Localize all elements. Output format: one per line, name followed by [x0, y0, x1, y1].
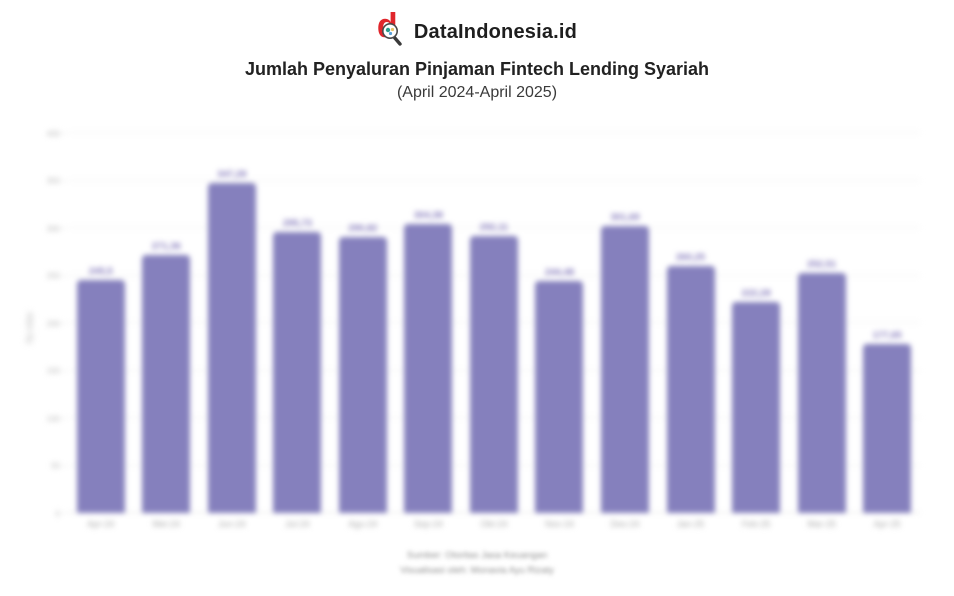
- chart-header: d DataIndonesia.id Jumlah Penyaluran Pin…: [0, 9, 954, 102]
- x-axis-tick-label: Okt-24: [480, 519, 508, 529]
- bar-slot-Sep-24: 304,38 Sep-24: [404, 133, 453, 529]
- gridline-400: [68, 132, 920, 133]
- y-axis-tick-mark: [62, 370, 66, 371]
- bar-value-label: 271,36: [151, 241, 181, 253]
- bar-value-label: 290,82: [348, 222, 378, 234]
- bar-slot-Nov-24: 244,48 Nov-24: [535, 133, 584, 529]
- y-axis-tick-label: 200: [46, 319, 60, 328]
- bar-slot-Feb-25: 222,28 Feb-25: [732, 133, 781, 529]
- x-axis-tick-label: Mar-25: [807, 519, 836, 529]
- bar-slot-Mar-25: 252,51 Mar-25: [797, 133, 846, 529]
- bar-value-label: 260,25: [676, 251, 706, 263]
- x-axis-tick-label: Nov-24: [544, 519, 574, 529]
- bar-value-label: 222,28: [741, 287, 771, 299]
- bar-Apr-24: [76, 279, 125, 513]
- bar-value-label: 304,38: [413, 209, 443, 221]
- bar-Jun-24: [207, 183, 256, 513]
- x-axis-tick-label: Jul-24: [285, 519, 310, 529]
- bar-Mei-24: [142, 255, 191, 513]
- bar-slot-Agu-24: 290,82 Agu-24: [338, 133, 387, 529]
- bar-value-label: 295,73: [282, 218, 312, 230]
- x-axis-tick-label: Des-24: [610, 519, 640, 529]
- y-axis-tick-mark: [62, 227, 66, 229]
- x-axis-tick-label: Feb-25: [741, 519, 771, 529]
- x-axis-tick-label: Apr-25: [873, 519, 901, 529]
- bar-slot-Jul-24: 295,73 Jul-24: [273, 133, 322, 529]
- x-axis-tick-label: Agu-24: [348, 519, 378, 529]
- bar-slot-Apr-25: 177,65 Apr-25: [863, 133, 912, 529]
- y-axis-tick-mark: [62, 465, 66, 466]
- bar-Okt-24: [469, 235, 518, 513]
- y-axis-tick-mark: [62, 275, 66, 276]
- bar-slot-Apr-24: 245,5 Apr-24: [76, 133, 125, 529]
- brand-name: DataIndonesia.id: [413, 20, 578, 43]
- bars-container: 245,5 Apr-24 271,36 Mei-24 347,28 Jun-24 295,7…: [68, 133, 920, 529]
- bar-value-label: 177,65: [872, 330, 902, 342]
- y-axis-tick-label: 250: [46, 271, 60, 281]
- page-subtitle: (April 2024-April 2025): [396, 84, 558, 101]
- y-axis-tick-mark: [62, 180, 66, 181]
- chart-footer: Sumber: Otoritas Jasa Keuangan Visualisa…: [0, 548, 954, 578]
- bar-Mar-25: [797, 273, 846, 513]
- gridline-300: [68, 227, 920, 228]
- bar-Feb-25: [732, 301, 781, 513]
- bar-Apr-25: [863, 344, 912, 513]
- bar-Jul-24: [273, 232, 322, 513]
- y-axis-tick-mark: [62, 322, 66, 324]
- y-axis-tick-label: 350: [46, 176, 60, 186]
- y-axis-tick-label: 150: [46, 366, 60, 376]
- bar-Jan-25: [666, 265, 715, 513]
- bar-slot-Mei-24: 271,36 Mei-24: [142, 133, 191, 529]
- bar-Des-24: [601, 226, 650, 513]
- y-axis-tick-label: 50: [51, 461, 60, 471]
- y-axis-tick-mark: [62, 512, 66, 514]
- y-axis-tick-label: 100: [46, 414, 60, 423]
- y-axis-title: Rp miliar: [25, 311, 35, 344]
- magnifier-d-logo-icon: d: [377, 9, 405, 48]
- bar-value-label: 301,69: [610, 212, 640, 224]
- bar-Sep-24: [404, 223, 453, 513]
- bar-slot-Jun-24: 347,28 Jun-24: [207, 133, 256, 529]
- plot-area: 0 50 100 150 200 250 300 350 400 245,5 Apr-24 271,3…: [47, 129, 920, 529]
- bar-Nov-24: [535, 280, 584, 513]
- x-axis-tick-label: Jun-24: [218, 519, 246, 529]
- x-axis-tick-label: Jan-25: [676, 519, 705, 529]
- credit-line: Visualisasi oleh: Monavia Ayu Rizaty: [400, 565, 554, 576]
- bar-value-label: 244,48: [544, 266, 575, 278]
- y-axis-tick-label: 400: [46, 129, 60, 138]
- bar-value-label: 252,51: [807, 259, 837, 271]
- y-axis-tick-label: 300: [46, 224, 60, 233]
- gridline-350: [68, 179, 920, 181]
- page-title: Jumlah Penyaluran Pinjaman Fintech Lendi…: [244, 59, 710, 79]
- brand-row: d DataIndonesia.id: [0, 9, 954, 50]
- y-axis-tick-mark: [62, 417, 66, 419]
- bar-value-label: 292,11: [479, 221, 509, 233]
- y-axis-tick-label: 0: [55, 509, 60, 518]
- source-line: Sumber: Otoritas Jasa Keuangan: [406, 550, 548, 561]
- x-axis-tick-label: Sep-24: [413, 519, 443, 529]
- y-axis-tick-mark: [62, 132, 66, 134]
- bar-slot-Okt-24: 292,11 Okt-24: [469, 133, 518, 529]
- bar-value-label: 245,5: [88, 265, 113, 277]
- x-axis-tick-label: Mei-24: [152, 519, 181, 529]
- bar-slot-Des-24: 301,69 Des-24: [601, 133, 650, 529]
- bar-Agu-24: [338, 236, 387, 513]
- x-axis-tick-label: Apr-24: [87, 519, 115, 529]
- bar-slot-Jan-25: 260,25 Jan-25: [666, 133, 715, 529]
- bar-value-label: 347,28: [217, 169, 247, 181]
